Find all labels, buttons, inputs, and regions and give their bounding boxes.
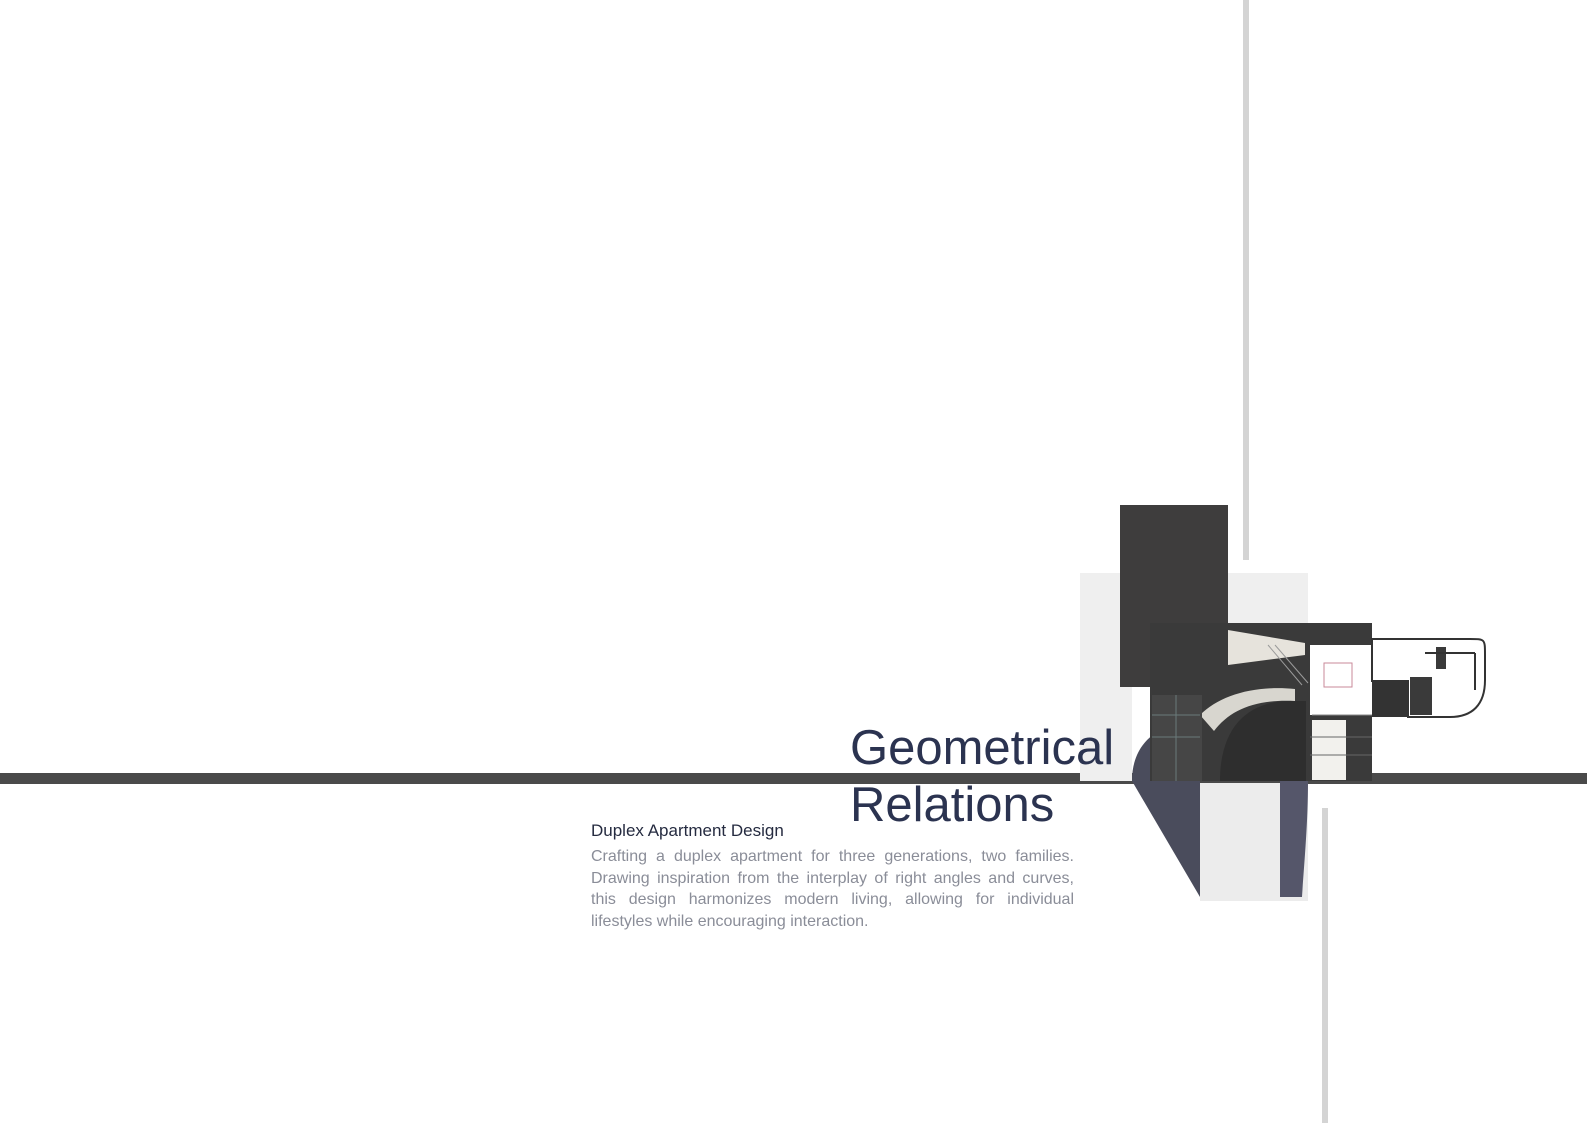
floor-plan-curve-room [1220, 701, 1306, 781]
title-line-2: Relations [850, 778, 1055, 832]
vertical-divider-bottom [1322, 808, 1328, 1123]
vertical-divider-top [1243, 0, 1249, 560]
light-panel-top [1228, 573, 1308, 623]
floor-plan-collage-graphic [1080, 505, 1486, 901]
floor-plan-grid-block [1152, 695, 1202, 781]
light-curve-right [1280, 781, 1308, 897]
floor-plan-light-strip [1228, 630, 1305, 665]
slate-wedge-shape [1132, 781, 1200, 897]
floor-plan-white-room [1310, 645, 1372, 715]
page-title: Geometrical Relations [850, 720, 1114, 834]
project-subtitle: Duplex Apartment Design [591, 821, 784, 840]
project-description: Crafting a duplex apartment for three ge… [591, 848, 1074, 930]
floor-plan-white-room-2 [1312, 720, 1346, 780]
horizontal-accent-bar [0, 773, 1587, 784]
title-line-1: Geometrical [850, 721, 1115, 775]
floor-plan-curve-light [1200, 688, 1295, 731]
